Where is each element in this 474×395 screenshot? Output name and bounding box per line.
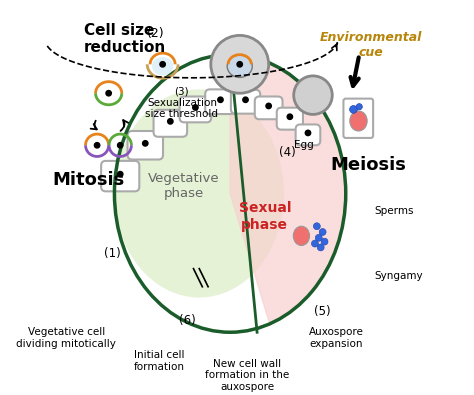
Circle shape [356,103,362,110]
Circle shape [319,229,326,235]
Text: Cell size
reduction: Cell size reduction [83,23,166,55]
Circle shape [311,240,319,247]
Circle shape [313,223,320,230]
Text: Syngamy: Syngamy [374,271,423,281]
Ellipse shape [350,111,367,131]
Ellipse shape [152,57,173,75]
Ellipse shape [293,226,310,246]
Text: Vegetative
phase: Vegetative phase [148,172,219,200]
Text: Meiosis: Meiosis [330,156,406,173]
Circle shape [211,36,269,93]
Circle shape [118,143,123,148]
FancyBboxPatch shape [255,96,283,119]
Circle shape [243,97,248,102]
Circle shape [321,238,328,245]
Text: Auxospore
expansion: Auxospore expansion [309,327,364,349]
Circle shape [237,62,242,67]
Circle shape [317,244,324,251]
Text: (3)
Sexualization
size threshold: (3) Sexualization size threshold [146,86,219,119]
FancyBboxPatch shape [180,96,211,122]
Text: Sperms: Sperms [374,206,414,216]
Circle shape [168,118,173,124]
Text: (2): (2) [147,27,165,40]
Circle shape [315,234,322,241]
Text: (4): (4) [279,147,295,160]
Text: (6): (6) [179,314,196,327]
Circle shape [218,97,223,102]
Circle shape [294,76,332,115]
Circle shape [266,103,271,109]
Text: Sexual
phase: Sexual phase [238,201,291,232]
FancyBboxPatch shape [128,131,163,160]
Text: Egg: Egg [294,140,313,150]
FancyBboxPatch shape [154,110,187,137]
Ellipse shape [114,89,284,297]
Text: New cell wall
formation in the
auxospore: New cell wall formation in the auxospore [205,359,290,392]
Text: Environmental
cue: Environmental cue [319,31,422,59]
Polygon shape [230,55,346,324]
Circle shape [350,105,357,113]
Circle shape [118,171,123,177]
Text: (1): (1) [104,247,121,260]
FancyBboxPatch shape [231,90,260,114]
Circle shape [305,130,310,135]
Text: (5): (5) [314,305,331,318]
FancyBboxPatch shape [205,89,236,114]
Circle shape [143,141,148,146]
Text: Vegetative cell
dividing mitotically: Vegetative cell dividing mitotically [16,327,116,349]
FancyBboxPatch shape [101,161,139,191]
FancyBboxPatch shape [296,124,320,145]
Text: Mitosis: Mitosis [53,171,125,189]
Circle shape [160,62,165,67]
Text: Initial cell
formation: Initial cell formation [133,350,184,372]
FancyBboxPatch shape [277,108,303,130]
Circle shape [287,114,292,119]
Ellipse shape [227,55,252,77]
Circle shape [193,105,198,110]
Circle shape [94,143,100,148]
Circle shape [106,90,111,96]
